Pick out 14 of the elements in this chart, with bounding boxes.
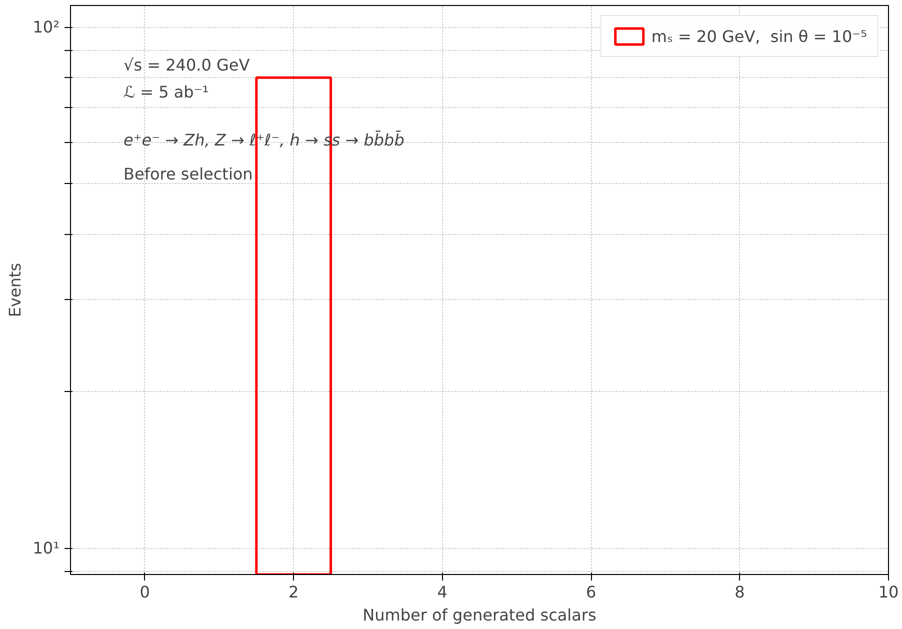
legend-label: mₛ = 20 GeV, sin θ = 10⁻⁵	[651, 26, 867, 46]
x-axis-title: Number of generated scalars	[362, 606, 596, 624]
x-tick-label: 2	[288, 582, 299, 602]
x-tick-label: 6	[586, 582, 596, 602]
x-tick-label: 4	[437, 582, 448, 602]
y-tick-label: 10²	[32, 18, 60, 37]
x-tick-label: 0	[140, 582, 150, 602]
y-tick-label: 10¹	[32, 538, 60, 558]
annotation: Before selection	[124, 164, 253, 184]
annotation: √s = 240.0 GeV	[124, 56, 250, 74]
y-axis-title: Events	[6, 262, 25, 318]
x-tick-label: 8	[734, 582, 745, 602]
annotation: ℒ = 5 ab⁻¹	[124, 82, 209, 102]
x-tick-label: 10	[878, 582, 899, 602]
